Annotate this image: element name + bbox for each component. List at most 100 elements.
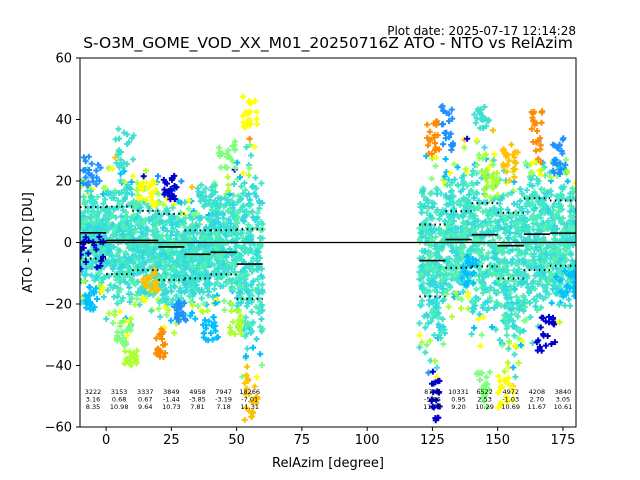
- scatter-point: [192, 247, 199, 254]
- bin-stat-label: 3840: [555, 388, 572, 396]
- scatter-point: [564, 178, 571, 185]
- scatter-point: [556, 169, 563, 176]
- scatter-point: [169, 192, 176, 199]
- scatter-point: [520, 293, 527, 300]
- scatter-point: [431, 225, 438, 232]
- scatter-point: [191, 273, 198, 280]
- scatter-point: [432, 163, 439, 170]
- scatter-point: [159, 291, 166, 298]
- scatter-point: [142, 231, 149, 238]
- scatter-point: [480, 208, 487, 215]
- scatter-point: [258, 180, 265, 187]
- scatter-point: [432, 417, 439, 424]
- scatter-point: [202, 317, 209, 324]
- scatter-point: [235, 317, 242, 324]
- scatter-point: [425, 150, 432, 157]
- scatter-point: [473, 297, 480, 304]
- scatter-point: [217, 196, 224, 203]
- scatter-point: [516, 215, 523, 222]
- scatter-point: [243, 372, 250, 379]
- scatter-point: [429, 203, 436, 210]
- scatter-point: [250, 344, 257, 351]
- scatter-point: [508, 189, 515, 196]
- scatter-point: [96, 233, 103, 240]
- scatter-point: [168, 254, 175, 261]
- scatter-point: [531, 159, 538, 166]
- scatter-point: [227, 228, 234, 235]
- scatter-point: [537, 214, 544, 221]
- scatter-point: [559, 185, 566, 192]
- scatter-point: [133, 347, 140, 354]
- scatter-point: [187, 234, 194, 241]
- scatter-point: [128, 321, 135, 328]
- scatter-point: [94, 264, 101, 271]
- scatter-point: [193, 210, 200, 217]
- scatter-point: [100, 200, 107, 207]
- scatter-point: [567, 190, 574, 197]
- scatter-point: [511, 223, 518, 230]
- scatter-point: [511, 322, 518, 329]
- scatter-point: [531, 190, 538, 197]
- scatter-point: [217, 164, 224, 171]
- scatter-point: [162, 296, 169, 303]
- scatter-point: [240, 93, 247, 100]
- scatter-point: [120, 224, 127, 231]
- scatter-point: [218, 150, 225, 157]
- scatter-point: [528, 126, 535, 133]
- scatter-point: [461, 144, 468, 151]
- scatter-point: [544, 333, 551, 340]
- bin-stat-label: 7.81: [190, 403, 204, 411]
- scatter-point: [213, 334, 220, 341]
- bin-stat-label: 3849: [163, 388, 180, 396]
- scatter-point: [424, 134, 431, 141]
- scatter-point: [199, 231, 206, 238]
- scatter-point: [495, 258, 502, 265]
- scatter-point: [478, 260, 485, 267]
- scatter-point: [529, 169, 535, 176]
- scatter-point: [185, 205, 192, 212]
- scatter-point: [257, 234, 264, 241]
- scatter-point: [142, 217, 149, 224]
- scatter-point: [473, 246, 480, 253]
- scatter-point: [126, 284, 133, 291]
- scatter-point: [100, 191, 107, 198]
- scatter-point: [490, 270, 497, 277]
- scatter-point: [425, 320, 432, 327]
- scatter-point: [194, 185, 201, 192]
- scatter-point: [259, 362, 266, 369]
- plot-date-label: Plot date: 2025-07-17 12:14:28: [387, 24, 576, 38]
- scatter-point: [458, 296, 465, 303]
- scatter-point: [130, 198, 137, 205]
- bin-stat-label: 2.70: [530, 396, 544, 404]
- scatter-point: [493, 170, 500, 177]
- scatter-point: [160, 259, 167, 266]
- scatter-point: [222, 231, 229, 238]
- scatter-point: [460, 224, 467, 231]
- scatter-point: [485, 117, 492, 124]
- scatter-point: [178, 294, 185, 301]
- scatter-point: [531, 285, 538, 292]
- scatter-point: [126, 256, 133, 263]
- scatter-point: [538, 304, 545, 311]
- scatter-point: [538, 208, 545, 215]
- scatter-point: [430, 120, 437, 127]
- scatter-point: [81, 272, 88, 279]
- scatter-point: [132, 247, 139, 254]
- scatter-point: [160, 250, 167, 257]
- scatter-point: [135, 288, 142, 295]
- scatter-point: [121, 168, 128, 175]
- scatter-point: [196, 190, 203, 197]
- scatter-point: [98, 279, 105, 286]
- scatter-point: [432, 281, 439, 288]
- scatter-point: [439, 289, 446, 296]
- scatter-point: [506, 318, 513, 325]
- scatter-point: [496, 377, 503, 384]
- scatter-point: [487, 242, 494, 249]
- scatter-point: [197, 198, 204, 205]
- scatter-point: [428, 189, 435, 196]
- scatter-point: [117, 170, 124, 177]
- scatter-point: [224, 153, 231, 160]
- scatter-point: [130, 156, 137, 163]
- scatter-point: [250, 278, 257, 285]
- scatter-point: [134, 295, 141, 302]
